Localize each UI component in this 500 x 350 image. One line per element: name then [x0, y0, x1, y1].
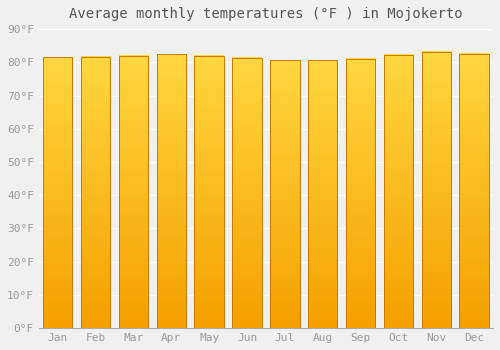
Bar: [308, 60, 338, 328]
Bar: [460, 54, 489, 328]
Bar: [118, 56, 148, 328]
Bar: [384, 55, 413, 328]
Bar: [422, 52, 451, 328]
Bar: [43, 57, 72, 328]
Bar: [232, 58, 262, 328]
Bar: [81, 57, 110, 328]
Bar: [194, 56, 224, 328]
Bar: [156, 54, 186, 328]
Title: Average monthly temperatures (°F ) in Mojokerto: Average monthly temperatures (°F ) in Mo…: [69, 7, 462, 21]
Bar: [270, 60, 300, 328]
Bar: [346, 59, 376, 328]
